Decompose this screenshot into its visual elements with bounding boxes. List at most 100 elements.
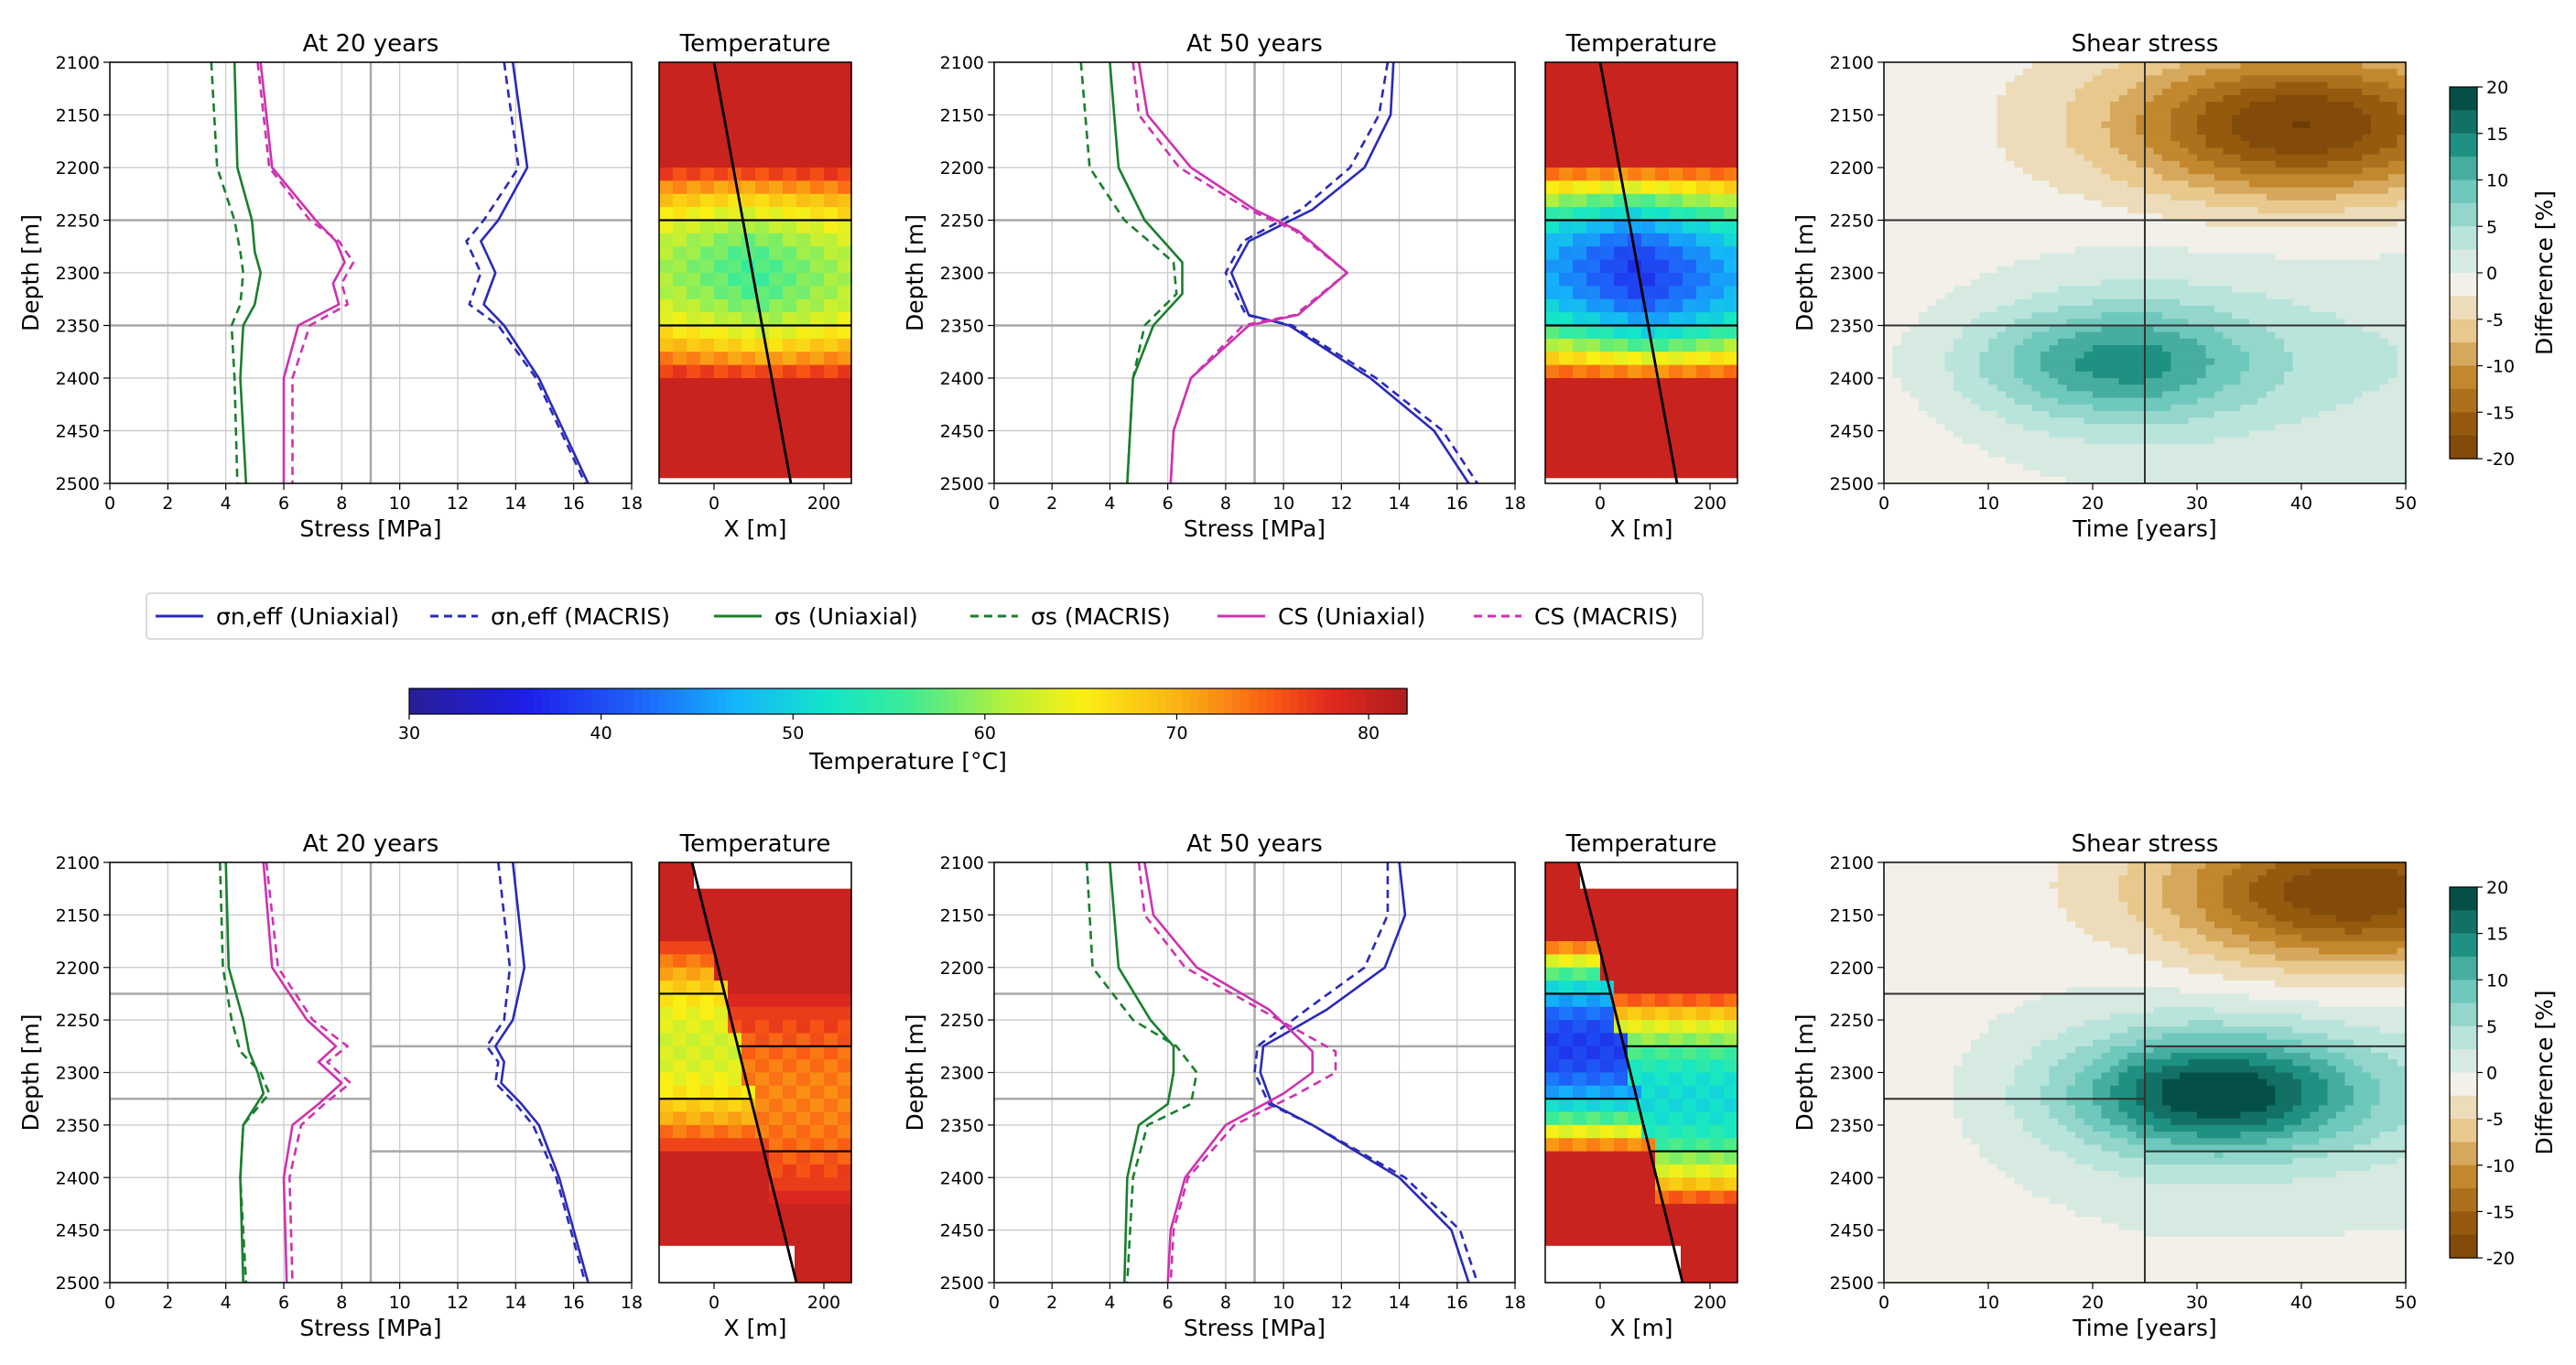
contour-cell [1988,108,1998,116]
contour-cell [2214,213,2224,222]
contour-cell [2127,88,2138,96]
contour-cell [1910,121,1920,129]
contour-cell [1892,127,1902,135]
contour-cell [2354,114,2364,123]
contour-cell [2205,338,2215,346]
contour-cell [2197,437,2207,445]
contour-cell [2110,246,2120,255]
temperature-cell [1573,246,1587,261]
contour-cell [2006,102,2016,110]
contour-cell [1962,331,1972,340]
contour-cell [2240,463,2250,471]
contour-cell [2388,154,2398,162]
contour-cell [1901,259,1911,267]
contour-cell [1962,397,1972,406]
contour-cell [1910,470,1920,478]
contour-cell [1954,135,1964,142]
contour-cell [1944,424,1954,432]
contour-cell [1919,88,1929,96]
contour-cell [2388,286,2398,294]
contour-cell [2232,325,2242,333]
contour-cell [2362,154,2372,162]
contour-cell [1954,345,1964,352]
contour-cell [2214,443,2224,451]
contour-cell [1901,417,1911,426]
contour-cell [2301,457,2311,465]
contour-cell [1910,88,1920,96]
contour-cell [2084,476,2094,484]
contour-cell [2162,417,2172,426]
temperature-cell [1600,102,1615,116]
contour-cell [2310,233,2320,241]
contour-cell [2014,81,2024,90]
contour-cell [2058,312,2068,320]
axes-frame [109,61,633,484]
contour-cell [2145,476,2155,484]
contour-cell [2267,200,2277,208]
contour-cell [2006,417,2016,426]
contour-cell [2110,404,2120,412]
temperature-cell [1696,443,1711,458]
temperature-cell [755,75,770,90]
contour-cell [2327,246,2337,255]
temperature-cell [838,391,852,406]
temperature-cell [1710,325,1725,340]
contour-cell [2267,371,2277,379]
temperature-cell [783,430,797,445]
contour-cell [1988,305,1998,313]
contour-cell [1919,246,1929,255]
temperature-cell [783,364,797,379]
contour-cell [1936,410,1946,418]
contour-cell [1919,81,1929,90]
contour-cell [2058,114,2068,123]
contour-cell [2292,457,2302,465]
contour-cell [2101,331,2111,340]
contour-cell [2362,246,2372,255]
axes-frame [993,61,1516,484]
contour-cell [2023,345,2033,352]
temperature-cell [838,364,852,379]
contour-cell [2371,437,2381,445]
contour-cell [2162,273,2172,280]
contour-cell [2240,102,2250,110]
contour-cell [2397,174,2407,182]
contour-cell [1936,424,1946,432]
contour-cell [2310,364,2320,373]
contour-cell [2257,325,2268,333]
temperature-cell [1600,352,1615,366]
contour-cell [2023,174,2033,182]
contour-cell [2301,246,2311,255]
temperature-cell [1696,207,1711,222]
contour-cell [2249,476,2259,484]
contour-cell [1979,385,1989,393]
temperature-cell [1724,298,1738,313]
temperature-cell [796,259,811,274]
contour-cell [2101,352,2111,360]
contour-cell [1979,430,1989,439]
contour-cell [2249,305,2259,313]
temperature-cell [728,127,742,142]
contour-cell [2075,279,2085,287]
contour-cell [2084,200,2094,208]
contour-cell [2223,102,2233,110]
contour-cell [2284,312,2294,320]
colorbar-tick-label: 0 [2486,264,2497,284]
contour-cell [2344,312,2354,320]
contour-cell [2214,160,2224,168]
contour-cell [2327,273,2337,280]
temperature-cell [755,417,770,432]
temperature-cell [1641,102,1656,116]
contour-cell [1884,213,1894,222]
temperature-cell [1683,443,1697,458]
contour-cell [2197,279,2207,287]
contour-cell [2127,240,2138,247]
contour-cell [2397,233,2407,241]
contour-cell [2301,476,2311,484]
temperature-cell [810,246,825,261]
contour-cell [2257,305,2268,313]
contour-cell [2049,213,2059,222]
contour-cell [2058,371,2068,379]
temperature-cell [1586,338,1601,352]
contour-cell [2336,141,2346,149]
contour-cell [1919,385,1929,393]
